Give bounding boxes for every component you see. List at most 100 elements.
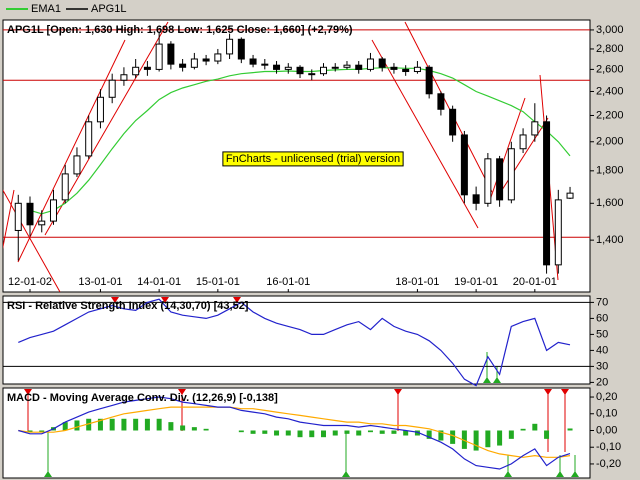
histogram-bar (520, 428, 526, 431)
candle-body (378, 58, 386, 68)
histogram-bar (274, 430, 280, 436)
candle-body (449, 108, 457, 136)
candle-body (190, 58, 198, 68)
candle-body (531, 121, 539, 136)
histogram-bar (203, 428, 209, 431)
candle-body (237, 38, 245, 60)
histogram-bar (86, 418, 92, 431)
buy-signal (493, 377, 501, 383)
y-tick-label: 2,000 (596, 136, 624, 148)
x-tick-label: 12-01-02 (8, 276, 52, 288)
panel-title: APG1L [Open: 1,630 High: 1,698 Low: 1,62… (7, 24, 353, 36)
candle-body (484, 158, 492, 204)
y-tick-label: 2,400 (596, 85, 624, 97)
trend-line (17, 39, 126, 263)
histogram-bar (156, 418, 162, 431)
histogram-bar (344, 430, 350, 434)
histogram-bar (461, 430, 467, 449)
candle-body (519, 134, 527, 150)
y-tick-label: 1,800 (596, 165, 624, 177)
histogram-bar (297, 430, 303, 438)
candle-body (496, 158, 504, 201)
x-tick-label: 13-01-01 (78, 276, 122, 288)
sell-signal (233, 297, 241, 303)
plot-layer: 1,400 1,600 1,800 2,000 2,200 2,400 2,600 2,800… (3, 24, 624, 470)
histogram-bar (438, 430, 444, 441)
trend-line (404, 21, 493, 193)
histogram-bar (567, 428, 573, 431)
y-tick-label: 70 (596, 296, 608, 308)
histogram-bar (403, 430, 409, 436)
histogram-bar (367, 430, 373, 433)
macd-line (18, 396, 571, 470)
candle-body (320, 66, 328, 75)
histogram-bar (485, 430, 491, 448)
rsi-signals (111, 297, 501, 383)
histogram-bar (379, 430, 385, 434)
rsi-panel (2, 295, 591, 385)
candle-body (554, 199, 562, 266)
macd-line (18, 406, 571, 458)
legend-label: APG1L (91, 3, 126, 15)
histogram-bar (497, 430, 503, 446)
candle-body (249, 58, 257, 65)
candle-body (261, 63, 269, 66)
candle-body (331, 66, 339, 69)
trend-line (3, 189, 15, 250)
x-tick-label: 18-01-01 (395, 276, 439, 288)
y-tick-label: 20 (596, 376, 608, 388)
candle-body (132, 66, 140, 76)
y-tick-label: 60 (596, 312, 608, 324)
histogram-bar (180, 425, 186, 431)
panel-title: MACD - Moving Average Conv. Div. (12,26,… (7, 392, 278, 404)
candle-body (566, 192, 574, 199)
candle-body (179, 63, 187, 68)
candle-body (425, 66, 433, 95)
histogram-bar (508, 430, 514, 439)
y-tick-label: 40 (596, 344, 608, 356)
histogram-bar (238, 430, 244, 433)
sell-signal (161, 297, 169, 303)
candle-body (507, 148, 515, 201)
candle-body (284, 66, 292, 70)
y-tick-label: 1,600 (596, 197, 624, 209)
candle-body (402, 68, 410, 73)
y-tick-label: 2,800 (596, 43, 624, 55)
trend-line (371, 39, 479, 229)
candle-body (343, 64, 351, 68)
histogram-bar (473, 430, 479, 451)
candle-body (61, 173, 69, 201)
legend-label: EMA1 (31, 3, 61, 15)
candle-body (214, 53, 222, 62)
buy-signal (483, 377, 491, 383)
candle-body (226, 38, 234, 55)
histogram-bar (309, 430, 315, 438)
histogram-bar (250, 430, 256, 434)
sell-signal (111, 297, 119, 303)
candle-body (143, 66, 151, 70)
histogram-bar (356, 430, 362, 436)
rsi-line (18, 298, 571, 387)
y-tick-label: 3,000 (596, 24, 624, 36)
histogram-bar (426, 430, 432, 439)
histogram-bar (414, 430, 420, 436)
y-tick-label: 1,400 (596, 234, 624, 246)
histogram-bar (262, 430, 268, 434)
histogram-bar (168, 422, 174, 431)
panel-title: RSI - Relative Strength Index (14,30,70)… (7, 300, 249, 312)
x-tick-label: 19-01-01 (454, 276, 498, 288)
y-tick-label: 0,00 (596, 424, 617, 436)
candle-body (273, 64, 281, 70)
macd-signals (24, 389, 579, 477)
candle-body (413, 66, 421, 73)
trend-line (3, 189, 61, 292)
y-tick-label: 0,20 (596, 391, 617, 403)
candle-body (14, 202, 22, 231)
candle-body (155, 43, 163, 70)
candle-body (355, 64, 363, 70)
histogram-bar (532, 423, 538, 431)
histogram-bar (133, 418, 139, 431)
histogram-bar (39, 430, 45, 433)
